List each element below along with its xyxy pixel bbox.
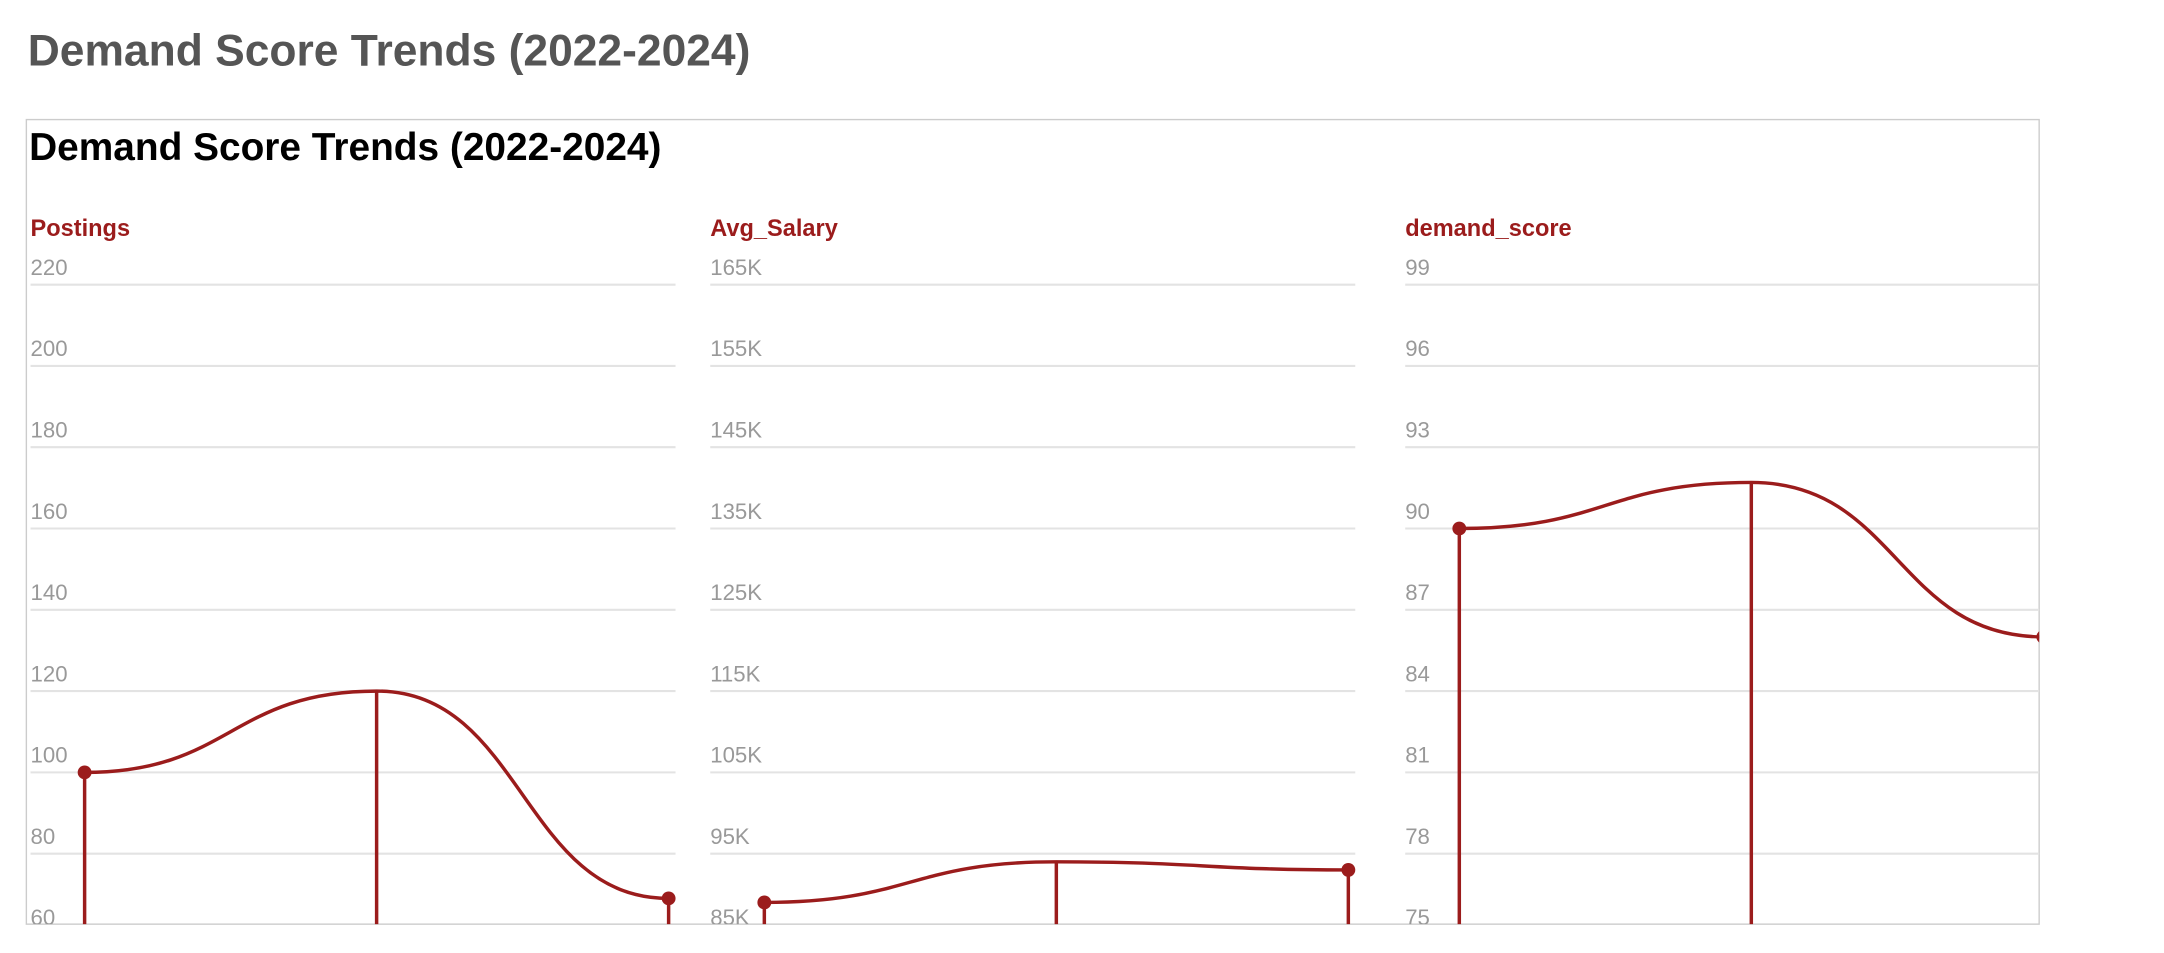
panel-label: demand_score xyxy=(1405,215,1571,241)
y-tick-label: 85K xyxy=(710,905,750,930)
y-tick-label: 95K xyxy=(710,824,750,849)
y-tick-label: 180 xyxy=(31,418,68,443)
y-tick-label: 200 xyxy=(31,336,68,361)
y-tick-label: 84 xyxy=(1405,661,1430,686)
page-title: Demand Score Trends (2022-2024) xyxy=(28,26,751,75)
y-tick-label: 220 xyxy=(31,255,68,280)
y-tick-label: 160 xyxy=(31,499,68,524)
y-tick-label: 93 xyxy=(1405,418,1430,443)
y-tick-label: 90 xyxy=(1405,499,1430,524)
panel-label: Avg_Salary xyxy=(710,215,838,241)
y-tick-label: 105K xyxy=(710,743,762,768)
y-tick-label: 145K xyxy=(710,418,762,443)
chart-title: Demand Score Trends (2022-2024) xyxy=(29,126,661,169)
plots: Postings 60 80 100 120 140 160 180 200 220 Avg_Sal… xyxy=(31,215,2040,930)
y-tick-label: 155K xyxy=(710,336,762,361)
panel-label: Postings xyxy=(31,215,131,241)
y-tick-label: 115K xyxy=(710,661,760,686)
y-tick-label: 99 xyxy=(1405,255,1430,280)
y-tick-label: 87 xyxy=(1405,580,1430,605)
y-tick-label: 140 xyxy=(31,580,68,605)
y-tick-label: 96 xyxy=(1405,336,1430,361)
y-tick-label: 60 xyxy=(31,905,56,930)
y-tick-label: 125K xyxy=(710,580,762,605)
y-tick-label: 75 xyxy=(1405,905,1430,930)
chart-frame xyxy=(25,118,2040,925)
trend-line xyxy=(1459,480,2040,639)
trend-line xyxy=(84,689,669,901)
trend-line xyxy=(764,860,1349,905)
y-tick-label: 78 xyxy=(1405,824,1430,849)
y-tick-label: 81 xyxy=(1405,743,1430,768)
y-tick-label: 120 xyxy=(31,661,68,686)
y-tick-label: 80 xyxy=(31,824,56,849)
y-tick-label: 135K xyxy=(710,499,762,524)
y-tick-label: 165K xyxy=(710,255,762,280)
y-tick-label: 100 xyxy=(31,743,68,768)
